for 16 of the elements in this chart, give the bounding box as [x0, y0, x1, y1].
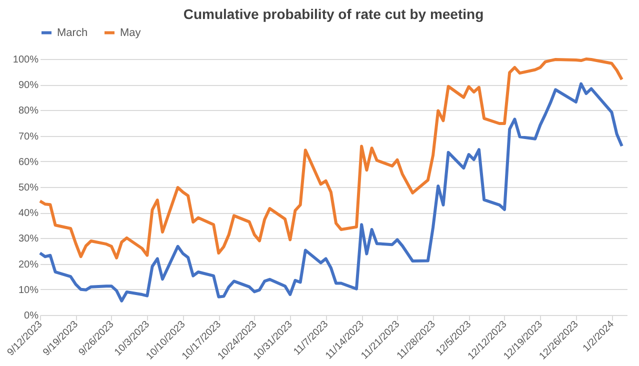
- y-tick-label: 60%: [18, 156, 39, 168]
- y-tick-label: 20%: [18, 259, 39, 270]
- y-tick-label: 40%: [18, 208, 39, 220]
- y-tick-label: 100%: [12, 54, 39, 66]
- chart-title: Cumulative probability of rate cut by meeting: [183, 6, 484, 22]
- line-series: [38, 58, 624, 260]
- y-tick-label: 70%: [18, 131, 39, 142]
- y-tick-label: 50%: [18, 182, 39, 194]
- y-tick-label: 10%: [18, 284, 39, 296]
- y-tick-label: 30%: [18, 234, 39, 245]
- y-tick-label: 90%: [18, 80, 39, 92]
- y-tick-label: 0%: [24, 310, 39, 322]
- y-tick-label: 80%: [18, 106, 39, 117]
- legend-label: March: [57, 26, 88, 39]
- line-series: [38, 82, 624, 302]
- legend-label: May: [120, 26, 142, 39]
